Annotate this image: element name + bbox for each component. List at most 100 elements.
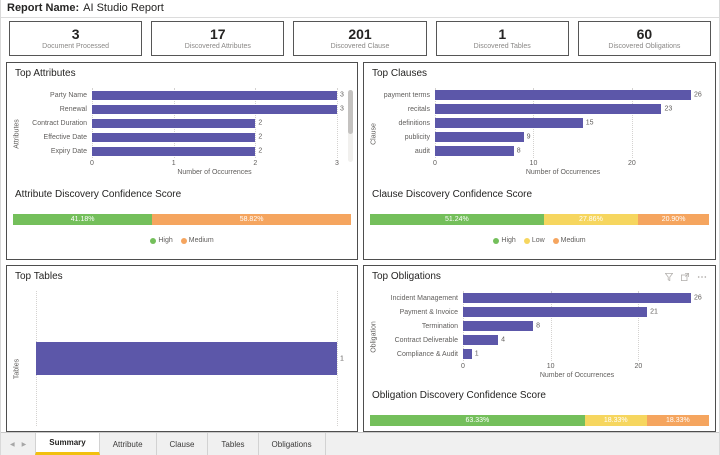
more-options-icon[interactable] (697, 273, 707, 281)
bar[interactable]: 1 (36, 342, 344, 375)
filter-icon[interactable] (665, 272, 673, 281)
kpi-value: 60 (636, 26, 653, 42)
bar[interactable]: 8 (463, 321, 540, 331)
legend-item[interactable]: High (150, 237, 173, 244)
category-label: Expiry Date (50, 147, 87, 155)
confidence-segment[interactable]: 41.18% (13, 214, 153, 225)
legend-label: High (501, 237, 516, 244)
legend-item[interactable]: Medium (552, 237, 586, 244)
category-label: Effective Date (43, 133, 87, 141)
top-clauses-chart: Clause payment terms recitals definitions p… (368, 88, 709, 179)
kpi-value: 201 (348, 26, 372, 42)
bar[interactable]: 2 (92, 132, 262, 142)
category-label: recitals (407, 105, 430, 113)
kpi-card-row: 3 Document Processed 17 Discovered Attribut… (9, 21, 712, 56)
bar[interactable]: 21 (463, 307, 658, 317)
plot-area: 26 23 15 9 8 (435, 88, 702, 158)
bar[interactable]: 23 (435, 104, 672, 114)
legend-item[interactable]: Low (523, 237, 545, 244)
bar-value-label: 9 (526, 133, 531, 141)
bar[interactable]: 8 (435, 146, 521, 156)
bar[interactable]: 1 (463, 349, 479, 359)
top-clauses-title: Top Clauses (372, 68, 428, 79)
bar-row: 2 (92, 130, 337, 144)
kpi-value: 1 (498, 26, 507, 42)
bar-value-label: 2 (258, 147, 263, 155)
legend-label: Medium (560, 237, 586, 244)
panel-title: Top Tables (7, 266, 357, 282)
category-label (22, 291, 36, 426)
top-tables-chart: Tables 1 (11, 291, 351, 431)
tabs-prev-button[interactable]: ◀ (10, 441, 15, 448)
tab-obligations[interactable]: Obligations (259, 433, 326, 455)
bar-value-label: 2 (258, 119, 263, 127)
tick-label: 0 (461, 363, 465, 370)
bar-value-label: 26 (694, 91, 702, 99)
category-label: Renewal (59, 105, 87, 113)
x-axis-title: Number of Occurrences (539, 372, 615, 379)
bar-value-label: 23 (664, 105, 673, 113)
category-label: payment terms (383, 91, 430, 99)
category-label: Termination (421, 322, 458, 330)
legend-label: Medium (188, 237, 214, 244)
confidence-segment[interactable]: 20.90% (638, 214, 709, 225)
confidence-segment[interactable]: 58.82% (152, 214, 351, 225)
scrollbar-thumb[interactable] (348, 90, 353, 134)
category-axis (22, 291, 36, 426)
bar[interactable]: 3 (92, 90, 344, 100)
bar[interactable]: 2 (92, 146, 262, 156)
category-label: Incident Management (390, 294, 458, 302)
tabs-next-button[interactable]: ▶ (21, 441, 27, 448)
tab-attribute[interactable]: Attribute (100, 433, 157, 455)
bar[interactable]: 15 (435, 118, 593, 128)
confidence-segment[interactable]: 51.24% (370, 214, 544, 225)
tick-label: 0 (90, 160, 94, 167)
bar[interactable]: 4 (463, 335, 505, 345)
report-header: Report Name: AI Studio Report (1, 0, 719, 18)
confidence-segment[interactable]: 63.33% (370, 415, 585, 426)
tab-clause[interactable]: Clause (157, 433, 209, 455)
bar[interactable]: 2 (92, 118, 262, 128)
chart-scrollbar[interactable] (348, 90, 353, 162)
confidence-segment[interactable]: 18.33% (646, 415, 709, 426)
category-label: Contract Deliverable (394, 336, 458, 344)
report-name-label: Report Name: (7, 2, 80, 14)
bar-row: 21 (463, 305, 691, 319)
kpi-label: Discovered Clause (330, 43, 390, 50)
tab-summary[interactable]: Summary (35, 433, 100, 455)
bar-row: 2 (92, 116, 337, 130)
category-label: Compliance & Audit (396, 350, 458, 358)
legend-label: High (158, 237, 173, 244)
attribute-confidence-legend: High Medium (7, 237, 357, 244)
confidence-segment[interactable]: 18.33% (584, 415, 647, 426)
bar-row: 3 (92, 88, 344, 102)
bar-row: 26 (463, 291, 702, 305)
bar[interactable]: 3 (92, 104, 344, 114)
panel-action-icons (665, 272, 707, 281)
bar-row: 2 (92, 144, 337, 158)
tab-tables[interactable]: Tables (208, 433, 259, 455)
legend-item[interactable]: High (493, 237, 516, 244)
bar-row: 26 (435, 88, 702, 102)
bar[interactable]: 9 (435, 132, 531, 142)
legend-dot-icon (493, 237, 500, 244)
bar-row: 3 (92, 102, 344, 116)
category-axis: Incident Management Payment & Invoice Term… (379, 291, 463, 361)
clause-confidence-bar: 51.24% 27.86% 20.90% (370, 214, 709, 225)
gridline (631, 88, 633, 158)
category-label: Contract Duration (32, 119, 87, 127)
plot-area: 3 3 2 2 2 (92, 88, 344, 158)
bar[interactable]: 26 (463, 293, 702, 303)
bar-value-label: 8 (516, 147, 521, 155)
bar-row: 1 (36, 291, 344, 426)
bar[interactable]: 26 (435, 90, 702, 100)
category-axis: Party Name Renewal Contract Duration Effect… (22, 88, 92, 158)
kpi-card: 60 Discovered Obligations (577, 21, 712, 56)
legend-item[interactable]: Medium (180, 237, 214, 244)
kpi-card: 201 Discovered Clause (293, 21, 427, 56)
confidence-segment[interactable]: 27.86% (543, 214, 639, 225)
page-tab-bar: ◀ ▶ Summary Attribute Clause Tables Obligati… (1, 432, 719, 455)
category-axis: payment terms recitals definitions publicit… (379, 88, 435, 158)
focus-mode-icon[interactable] (681, 272, 689, 281)
